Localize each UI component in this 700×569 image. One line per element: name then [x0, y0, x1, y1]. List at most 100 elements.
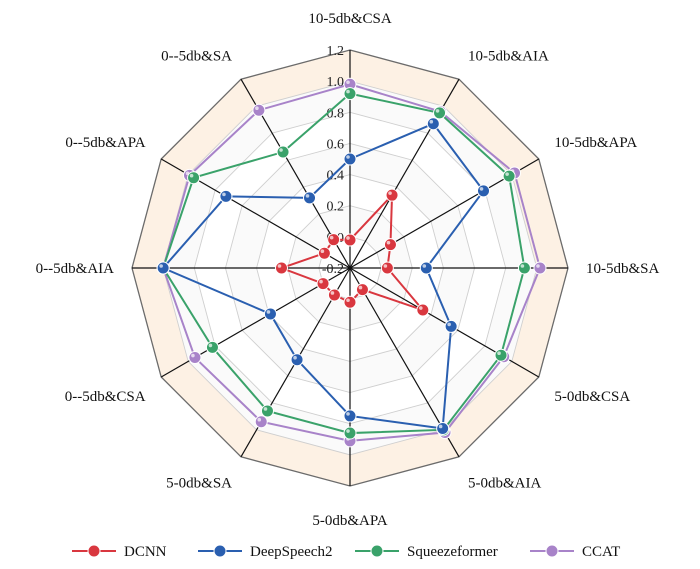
- data-point: [436, 421, 450, 435]
- data-point-highlight: [266, 310, 271, 314]
- legend-item-deepspeech2: DeepSpeech2: [198, 544, 332, 560]
- tick-label: 1.2: [327, 44, 345, 59]
- data-point: [477, 184, 490, 198]
- axis-label: 0--5db&APA: [65, 135, 145, 151]
- data-point: [274, 261, 288, 275]
- data-point: [316, 277, 330, 291]
- legend-marker: [370, 544, 384, 558]
- data-point: [343, 152, 357, 166]
- data-point: [263, 307, 277, 321]
- data-point-highlight: [346, 80, 350, 85]
- legend-label: Squeezeformer: [407, 544, 498, 560]
- data-point-highlight: [447, 322, 451, 327]
- axis-label: 5-0db&CSA: [554, 389, 630, 405]
- data-point-highlight: [346, 429, 350, 433]
- axis-label: 0--5db&CSA: [65, 389, 146, 405]
- data-point-highlight: [320, 249, 325, 254]
- data-point-highlight: [422, 264, 427, 268]
- data-point: [355, 283, 369, 297]
- data-point-highlight: [222, 192, 226, 197]
- data-point: [343, 87, 357, 101]
- series-lines: [156, 77, 547, 448]
- data-point: [343, 233, 357, 247]
- data-point-highlight: [293, 355, 297, 360]
- tick-label: -0.2: [322, 262, 344, 277]
- data-point-highlight: [305, 194, 310, 198]
- legend-item-ccat: CCAT: [530, 544, 620, 560]
- data-point: [276, 145, 290, 159]
- data-point: [502, 169, 516, 183]
- data-point-highlight: [159, 264, 163, 268]
- data-point: [187, 171, 201, 185]
- data-point: [533, 261, 547, 275]
- data-point-highlight: [505, 172, 509, 176]
- legend-item-dcnn: DCNN: [72, 544, 167, 560]
- legend-label: DCNN: [124, 544, 167, 560]
- data-point-highlight: [520, 264, 525, 268]
- data-point-highlight: [346, 412, 350, 416]
- data-point-highlight: [536, 264, 540, 268]
- data-point-highlight: [189, 173, 194, 178]
- data-point: [419, 261, 433, 275]
- series-dcnn: [274, 188, 430, 317]
- axis-label: 0--5db&AIA: [36, 261, 114, 277]
- data-point-highlight: [438, 424, 443, 429]
- axis-label: 5-0db&SA: [166, 475, 232, 491]
- data-point-highlight: [255, 106, 259, 111]
- data-point: [433, 106, 447, 120]
- data-point: [494, 348, 508, 362]
- data-point-highlight: [386, 240, 391, 245]
- data-point: [205, 340, 219, 354]
- data-point-highlight: [319, 279, 323, 284]
- legend-item-squeezeformer: Squeezeformer: [355, 544, 498, 560]
- tick-label: 0.4: [327, 169, 345, 184]
- data-point: [343, 426, 357, 440]
- data-point-highlight: [257, 417, 262, 422]
- axis-label: 10-5db&APA: [554, 135, 637, 151]
- data-point: [254, 415, 268, 429]
- data-point: [188, 351, 202, 365]
- data-point: [252, 103, 266, 117]
- data-point-highlight: [191, 353, 195, 358]
- data-point: [426, 117, 440, 131]
- data-point-highlight: [479, 187, 484, 191]
- data-point-highlight: [329, 235, 334, 240]
- data-point: [327, 288, 341, 302]
- legend-marker: [545, 544, 559, 558]
- data-point: [343, 409, 357, 423]
- data-point: [303, 191, 317, 205]
- axis-label: 10-5db&SA: [586, 261, 660, 277]
- data-point: [444, 319, 458, 333]
- legend-marker: [87, 544, 101, 558]
- data-point-highlight: [419, 306, 423, 310]
- data-point: [416, 303, 430, 317]
- data-point-highlight: [346, 89, 350, 94]
- data-point-highlight: [346, 298, 350, 303]
- tick-label: 0.2: [327, 200, 345, 215]
- data-point-highlight: [330, 291, 335, 295]
- data-point-highlight: [383, 264, 388, 268]
- data-point: [219, 189, 233, 203]
- data-point: [343, 295, 357, 309]
- data-point-highlight: [388, 191, 392, 195]
- data-point-highlight: [208, 343, 213, 348]
- data-point: [156, 261, 170, 275]
- data-point-highlight: [279, 148, 283, 152]
- data-point-highlight: [497, 351, 501, 356]
- axis-label: 5-0db&APA: [312, 513, 387, 529]
- legend: DCNN DeepSpeech2 Squeezeformer CCAT: [72, 544, 620, 560]
- data-point: [385, 188, 399, 202]
- data-point-highlight: [435, 109, 440, 113]
- data-point-highlight: [263, 407, 268, 411]
- data-point-highlight: [358, 285, 363, 290]
- data-point: [380, 261, 394, 275]
- axis-label: 10-5db&CSA: [308, 11, 392, 27]
- data-point-highlight: [346, 155, 350, 159]
- data-point: [260, 404, 274, 418]
- axis-label: 5-0db&AIA: [468, 475, 541, 491]
- axis-label: 0--5db&SA: [161, 49, 232, 65]
- legend-label: CCAT: [582, 544, 620, 560]
- axis-label: 10-5db&AIA: [468, 49, 549, 65]
- data-point: [290, 353, 304, 367]
